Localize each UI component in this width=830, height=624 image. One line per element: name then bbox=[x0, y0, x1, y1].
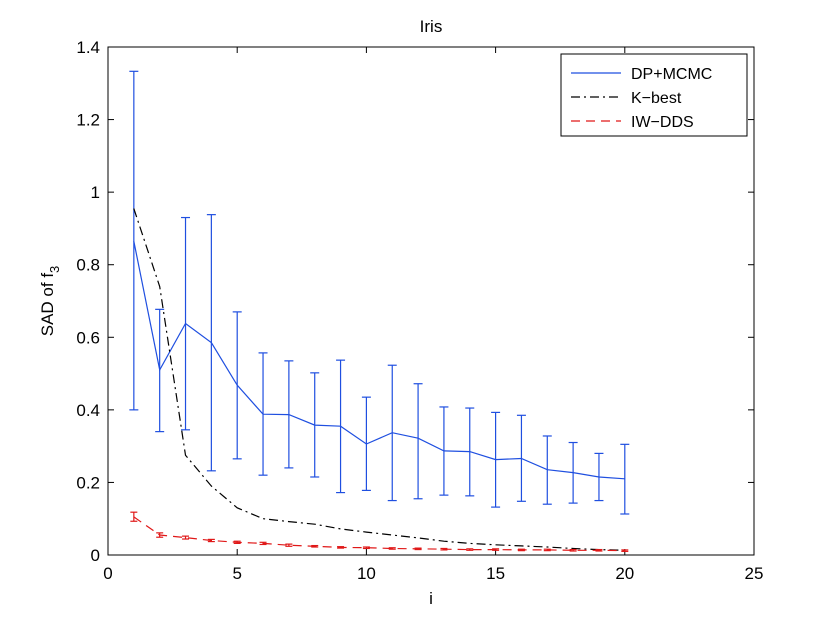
x-tick-label: 10 bbox=[357, 564, 376, 583]
series-layer bbox=[129, 70, 630, 552]
legend-box bbox=[560, 53, 748, 137]
x-tick-label: 5 bbox=[232, 564, 241, 583]
legend-label: DP+MCMC bbox=[631, 66, 712, 83]
chart-title: Iris bbox=[420, 17, 443, 36]
x-axis-label: i bbox=[429, 589, 433, 608]
x-tick-label: 15 bbox=[486, 564, 505, 583]
series-dp-mcmc bbox=[129, 70, 630, 515]
axes: 0 5 10 15 20 25 0 0.2 0.4 0.6 0.8 1 1.2 1.4 bbox=[76, 38, 763, 583]
legend: DP+MCMC K−best IW−DDS bbox=[560, 53, 748, 137]
legend-label: IW−DDS bbox=[631, 114, 694, 131]
legend-label: K−best bbox=[631, 90, 682, 107]
series-k-best bbox=[133, 208, 625, 551]
series-line bbox=[133, 240, 625, 480]
y-tick-label: 0.8 bbox=[76, 256, 100, 275]
y-tick-label: 1.2 bbox=[76, 111, 100, 130]
x-tick-label: 20 bbox=[615, 564, 634, 583]
y-tick-label: 1 bbox=[91, 183, 100, 202]
x-tick-label: 0 bbox=[103, 564, 112, 583]
y-tick-label: 0.4 bbox=[76, 401, 100, 420]
x-tick-label: 25 bbox=[745, 564, 764, 583]
y-tick-label: 0.2 bbox=[76, 473, 100, 492]
y-axis-label: SAD of f3 bbox=[38, 266, 62, 337]
y-tick-label: 0 bbox=[91, 546, 100, 565]
y-axis-label-main: SAD of f bbox=[38, 273, 57, 337]
series-iw-dds bbox=[130, 511, 629, 552]
y-tick-label: 0.6 bbox=[76, 328, 100, 347]
series-line bbox=[133, 208, 625, 551]
y-axis-label-subscript: 3 bbox=[47, 266, 62, 273]
y-tick-label: 1.4 bbox=[76, 38, 100, 57]
